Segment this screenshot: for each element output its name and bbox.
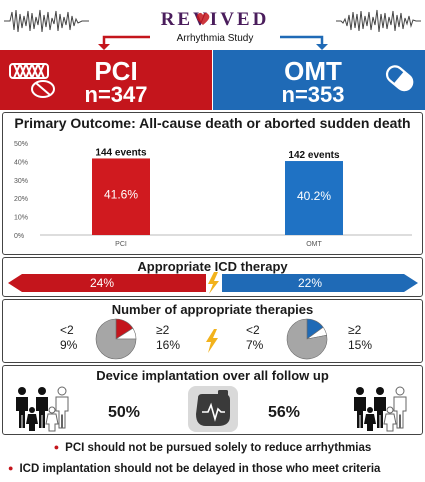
y-tick-label: 40% <box>14 159 28 166</box>
device-implantation-panel <box>2 365 423 435</box>
header: REVIVED Arrhythmia Study <box>0 0 425 50</box>
icd-therapy-panel <box>2 257 423 297</box>
x-tick-label: PCI <box>115 241 127 248</box>
takeaway-bullet-2: ● ICD implantation should not be delayed … <box>8 463 381 475</box>
bar-value-label: 41.6% <box>104 187 138 201</box>
omt-lt2-label: <2 7% <box>246 323 264 352</box>
y-tick-label: 10% <box>14 215 28 222</box>
bar-event-label: 142 events <box>288 150 340 161</box>
bar-value-label: 40.2% <box>297 189 331 203</box>
pill-icon <box>31 80 55 98</box>
ecg-waveform-icon <box>4 9 89 33</box>
pci-arm-count: n=347 <box>84 82 148 107</box>
bar <box>92 158 150 235</box>
ecg-waveform-icon <box>336 9 421 33</box>
bar-event-label: 144 events <box>95 147 147 158</box>
y-tick-label: 50% <box>14 141 28 148</box>
icd-device-icon <box>188 386 238 432</box>
icd-therapy-arrows <box>8 272 418 294</box>
omt-therapies-pie <box>286 318 328 360</box>
pie-slice <box>286 318 328 360</box>
capsule-icon <box>385 65 414 92</box>
therapies-panel <box>2 299 423 363</box>
primary-outcome-panel <box>2 112 423 255</box>
pci-lt2-label: <2 9% <box>60 323 78 352</box>
omt-arm-name: OMT <box>284 56 342 86</box>
primary-outcome-title: Primary Outcome: All-cause death or abor… <box>14 115 411 131</box>
pci-arm-banner: PCI n=347 <box>0 50 212 110</box>
therapies-title: Number of appropriate therapies <box>111 302 314 317</box>
takeaway-bullet-1: ● PCI should not be pursued solely to red… <box>53 442 372 454</box>
people-icon <box>354 386 407 432</box>
device-omt-value: 56% <box>268 404 301 421</box>
x-tick-label: OMT <box>306 241 322 248</box>
pci-therapies-pie <box>95 318 137 360</box>
primary-outcome-bar-chart: 0% 10% 20% 30% 40% 50% 144 events 41.6% PCI 142 e… <box>14 141 412 248</box>
pci-arm-name: PCI <box>94 56 138 86</box>
y-tick-label: 30% <box>14 178 28 185</box>
device-pci-value: 50% <box>108 404 141 421</box>
stent-icon <box>9 63 49 79</box>
branch-arrows <box>98 35 328 50</box>
bar <box>285 161 343 235</box>
heartbeat-icon <box>196 12 210 25</box>
pci-ge2-label: ≥2 16% <box>156 323 181 352</box>
omt-arm-banner: OMT n=353 <box>213 50 425 110</box>
people-icon <box>16 386 69 432</box>
omt-arm-count: n=353 <box>281 82 345 107</box>
omt-ge2-label: ≥2 15% <box>348 323 373 352</box>
study-subtitle: Arrhythmia Study <box>176 33 254 44</box>
y-tick-label: 20% <box>14 196 28 203</box>
icd-therapy-title: Appropriate ICD therapy <box>137 259 288 274</box>
pie-slice <box>95 318 137 360</box>
device-implantation-title: Device implantation over all follow up <box>96 368 329 383</box>
icd-pci-value: 24% <box>90 276 115 290</box>
icd-omt-value: 22% <box>298 276 323 290</box>
lightning-bolt-icon <box>206 329 218 353</box>
y-tick-label: 0% <box>14 233 24 240</box>
revived-logo: REVIVED <box>160 9 270 30</box>
